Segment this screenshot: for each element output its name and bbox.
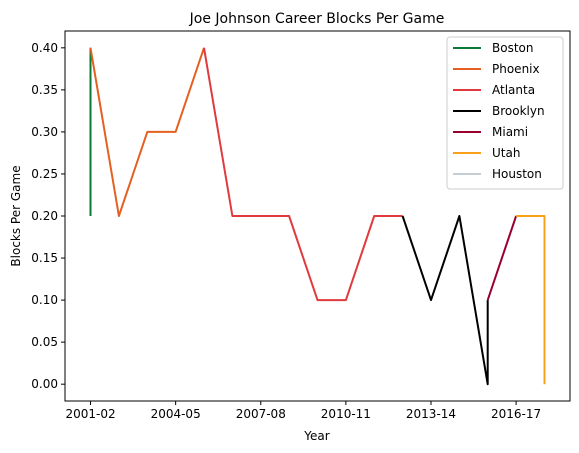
y-tick-label: 0.00	[31, 377, 58, 391]
y-tick-label: 0.40	[31, 41, 58, 55]
legend-label: Brooklyn	[492, 104, 545, 118]
y-tick-label: 0.35	[31, 83, 58, 97]
legend-label: Miami	[492, 125, 528, 139]
y-tick-label: 0.30	[31, 125, 58, 139]
legend-label: Atlanta	[492, 83, 535, 97]
legend-label: Boston	[492, 41, 533, 55]
y-tick-label: 0.05	[31, 335, 58, 349]
x-tick-label: 2010-11	[321, 407, 371, 421]
x-tick-label: 2004-05	[151, 407, 201, 421]
x-tick-label: 2016-17	[491, 407, 541, 421]
series-line-atlanta	[203, 47, 403, 302]
x-tick-label: 2007-08	[236, 407, 286, 421]
legend-label: Houston	[492, 167, 542, 181]
y-axis: 0.00 0.05 0.10 0.15 0.20 0.25 0.30 0.35 0.40	[31, 41, 65, 391]
y-tick-label: 0.15	[31, 251, 58, 265]
y-tick-label: 0.25	[31, 167, 58, 181]
legend: Boston Phoenix Atlanta Brooklyn Miami Utah Hou…	[446, 36, 564, 190]
series-line-brooklyn	[401, 215, 489, 386]
legend-box	[446, 36, 564, 190]
x-tick-label: 2013-14	[406, 407, 456, 421]
legend-label: Utah	[492, 146, 520, 160]
series-line-utah	[516, 215, 546, 385]
plot-lines	[89, 47, 546, 386]
x-tick-label: 2001-02	[65, 407, 115, 421]
legend-label: Phoenix	[492, 62, 540, 76]
x-axis-label: Year	[303, 429, 329, 443]
series-line-miami	[486, 215, 518, 301]
chart-title: Joe Johnson Career Blocks Per Game	[189, 11, 445, 27]
y-tick-label: 0.10	[31, 293, 58, 307]
series-line-phoenix	[89, 47, 205, 217]
x-axis: 2001-02 2004-05 2007-08 2010-11 2013-14 2016-…	[65, 401, 541, 421]
y-axis-label: Blocks Per Game	[9, 165, 23, 266]
y-tick-label: 0.20	[31, 209, 58, 223]
